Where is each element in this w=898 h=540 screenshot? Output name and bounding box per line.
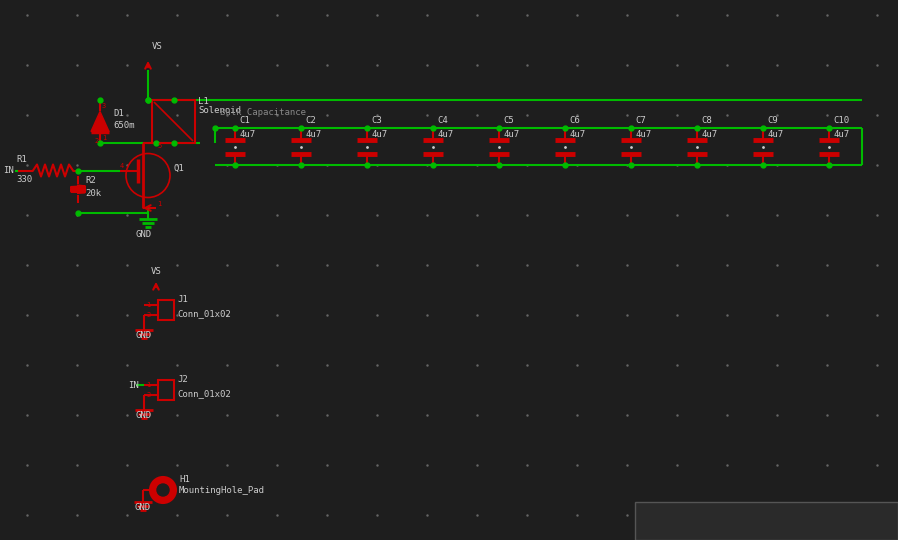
Text: 4u7: 4u7 <box>437 130 453 139</box>
Text: VS: VS <box>151 267 162 276</box>
Text: C2: C2 <box>305 116 316 125</box>
Text: C3: C3 <box>371 116 382 125</box>
Text: 4u7: 4u7 <box>239 130 255 139</box>
Text: GND: GND <box>136 411 152 420</box>
Text: R2: R2 <box>85 176 96 185</box>
Text: C7: C7 <box>635 116 646 125</box>
Text: 5: 5 <box>157 143 162 149</box>
Text: 1: 1 <box>102 135 106 141</box>
Text: L1: L1 <box>198 97 208 106</box>
Circle shape <box>157 484 169 496</box>
Text: J1: J1 <box>177 295 188 304</box>
Text: C9: C9 <box>767 116 778 125</box>
Text: Solenoid: Solenoid <box>198 106 241 115</box>
Text: Q1: Q1 <box>173 164 184 172</box>
Text: 2: 2 <box>146 312 150 318</box>
Bar <box>158 380 174 400</box>
Text: 4u7: 4u7 <box>371 130 387 139</box>
Text: Conn_01x02: Conn_01x02 <box>177 309 231 318</box>
Text: 4u7: 4u7 <box>635 130 651 139</box>
Text: IN: IN <box>128 381 139 389</box>
Text: 4u7: 4u7 <box>701 130 718 139</box>
Bar <box>635 502 898 540</box>
Text: 20k: 20k <box>85 189 101 198</box>
Text: 1: 1 <box>157 201 162 207</box>
Text: R1: R1 <box>16 156 27 165</box>
Text: GND: GND <box>136 331 152 340</box>
Text: 4u7: 4u7 <box>305 130 321 139</box>
Text: VS: VS <box>152 42 163 51</box>
Text: 330: 330 <box>16 176 32 185</box>
Text: IN: IN <box>3 166 13 175</box>
Text: C6: C6 <box>569 116 580 125</box>
Text: Bulk Capacitance: Bulk Capacitance <box>220 108 306 117</box>
Text: H1: H1 <box>179 475 189 484</box>
Polygon shape <box>91 111 109 132</box>
Text: 650m: 650m <box>113 122 135 131</box>
Bar <box>158 300 174 320</box>
Text: 1: 1 <box>146 302 150 308</box>
Circle shape <box>150 477 176 503</box>
Text: 1: 1 <box>146 382 150 388</box>
Text: 4u7: 4u7 <box>767 130 783 139</box>
Text: Conn_01x02: Conn_01x02 <box>177 389 231 398</box>
Text: C8: C8 <box>701 116 712 125</box>
Text: 3: 3 <box>102 103 106 109</box>
Text: GND: GND <box>136 230 152 239</box>
Text: C1: C1 <box>239 116 250 125</box>
Text: J2: J2 <box>177 375 188 384</box>
Text: 4: 4 <box>120 164 124 170</box>
Text: 2: 2 <box>94 138 98 144</box>
Text: C4: C4 <box>437 116 448 125</box>
Text: C10: C10 <box>833 116 850 125</box>
Text: 4u7: 4u7 <box>833 130 850 139</box>
Text: C5: C5 <box>503 116 514 125</box>
Text: 4u7: 4u7 <box>503 130 519 139</box>
Text: D1: D1 <box>113 109 124 118</box>
Text: MountingHole_Pad: MountingHole_Pad <box>179 486 265 495</box>
Bar <box>152 100 195 143</box>
Text: 4u7: 4u7 <box>569 130 585 139</box>
Text: GND: GND <box>135 503 151 512</box>
Text: 2: 2 <box>146 392 150 398</box>
